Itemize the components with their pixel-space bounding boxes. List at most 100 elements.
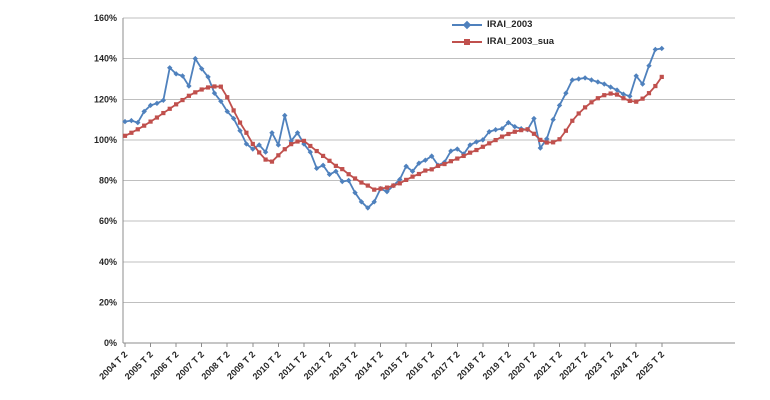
diamond-marker-icon — [512, 123, 518, 130]
diamond-marker-icon — [237, 128, 243, 134]
series-markers-IRAI_2003_sua — [122, 74, 664, 192]
square-marker-icon — [493, 137, 498, 143]
diamond-marker-icon — [544, 136, 550, 142]
square-marker-icon — [538, 137, 543, 142]
diamond-marker-icon — [147, 102, 154, 109]
square-marker-icon — [461, 153, 466, 159]
square-marker-icon — [487, 141, 492, 146]
series-line-IRAI_2003_sua — [124, 76, 663, 191]
square-marker-icon — [467, 150, 473, 155]
square-marker-icon — [180, 97, 185, 103]
square-marker-icon — [653, 83, 658, 89]
gridlines — [123, 17, 735, 344]
diamond-marker-icon — [275, 142, 282, 148]
square-marker-icon — [269, 159, 275, 164]
square-marker-icon — [506, 131, 511, 137]
square-marker-icon — [499, 134, 505, 139]
square-marker-icon — [544, 140, 549, 145]
square-marker-icon — [174, 102, 179, 107]
x-axis-label: 2025 T 2 — [634, 349, 666, 381]
diamond-marker-icon — [531, 115, 537, 122]
diamond-marker-icon — [167, 65, 173, 71]
square-marker-icon — [621, 96, 626, 101]
diamond-marker-icon — [499, 126, 505, 132]
square-marker-icon — [570, 118, 575, 123]
chart-legend: IRAI_2003 IRAI_2003_sua — [452, 19, 554, 48]
square-marker-icon — [333, 163, 338, 168]
diamond-marker-icon — [397, 176, 403, 183]
y-axis-labels: 0% 20% 40% 60% 80% 100% 120% 140% 160% — [94, 13, 117, 348]
square-marker-icon — [640, 96, 645, 101]
diamond-marker-icon — [198, 66, 205, 72]
square-marker-icon — [525, 127, 530, 132]
y-axis-label: 20% — [99, 297, 117, 307]
diamond-marker-icon — [339, 178, 345, 185]
square-marker-icon — [193, 90, 198, 95]
square-marker-icon — [634, 99, 639, 104]
square-marker-icon — [327, 158, 332, 163]
diamond-marker-icon — [429, 153, 435, 159]
square-marker-icon — [582, 105, 588, 110]
diamond-marker-icon — [314, 165, 320, 172]
diamond-marker-icon — [211, 90, 218, 96]
diamond-marker-icon — [135, 119, 141, 126]
diamond-marker-icon — [128, 117, 135, 124]
square-marker-icon — [250, 141, 255, 147]
square-marker-icon — [295, 139, 300, 144]
series-IRAI_2003_sua — [122, 74, 664, 192]
square-marker-icon — [614, 92, 620, 97]
diamond-marker-icon — [505, 119, 512, 126]
diamond-marker-icon — [282, 112, 288, 119]
diamond-marker-icon — [588, 77, 595, 83]
square-marker-icon — [557, 137, 562, 142]
series-markers-IRAI_2003 — [122, 45, 665, 211]
diamond-marker-icon — [205, 74, 211, 80]
square-marker-icon — [448, 159, 453, 164]
square-marker-icon — [442, 161, 447, 167]
diamond-marker-icon — [486, 129, 492, 135]
diamond-marker-icon — [575, 76, 582, 82]
diamond-marker-icon — [409, 168, 416, 175]
diamond-marker-icon — [550, 116, 556, 123]
square-marker-icon — [314, 148, 319, 154]
square-marker-icon — [148, 119, 153, 124]
square-marker-icon — [416, 171, 422, 177]
square-marker-icon — [397, 181, 402, 186]
diamond-marker-icon — [345, 177, 352, 184]
square-marker-icon — [464, 39, 470, 45]
square-marker-icon — [480, 144, 485, 149]
square-marker-icon — [346, 172, 351, 177]
square-marker-icon — [142, 123, 147, 128]
diamond-marker-icon — [307, 149, 314, 155]
square-marker-icon — [474, 147, 479, 153]
square-marker-icon — [257, 150, 262, 155]
diamond-marker-icon — [569, 77, 575, 83]
diamond-marker-icon — [627, 93, 633, 99]
diamond-marker-icon — [620, 91, 627, 97]
diamond-marker-icon — [160, 97, 167, 103]
square-marker-icon — [122, 133, 128, 138]
legend-label: IRAI_2003 — [487, 19, 533, 31]
square-marker-icon — [231, 108, 236, 113]
square-marker-icon — [263, 157, 268, 162]
square-marker-icon — [429, 167, 434, 172]
diamond-marker-icon — [256, 142, 262, 148]
y-axis-label: 40% — [99, 257, 117, 267]
square-marker-icon — [237, 120, 243, 125]
square-marker-icon — [212, 84, 217, 89]
square-marker-icon — [519, 128, 524, 133]
square-marker-icon — [340, 167, 345, 172]
square-marker-icon — [589, 100, 594, 105]
square-marker-icon — [186, 93, 191, 98]
diamond-marker-icon — [230, 115, 237, 122]
square-marker-icon — [289, 142, 294, 147]
legend-item-irai-2003-sua: IRAI_2003_sua — [452, 36, 554, 48]
square-marker-icon — [551, 140, 556, 145]
square-marker-icon — [595, 96, 600, 101]
square-marker-icon — [301, 138, 307, 143]
diamond-marker-icon — [537, 145, 544, 151]
diamond-marker-icon — [595, 79, 601, 85]
diamond-marker-icon — [122, 118, 128, 125]
square-marker-icon — [410, 174, 415, 179]
